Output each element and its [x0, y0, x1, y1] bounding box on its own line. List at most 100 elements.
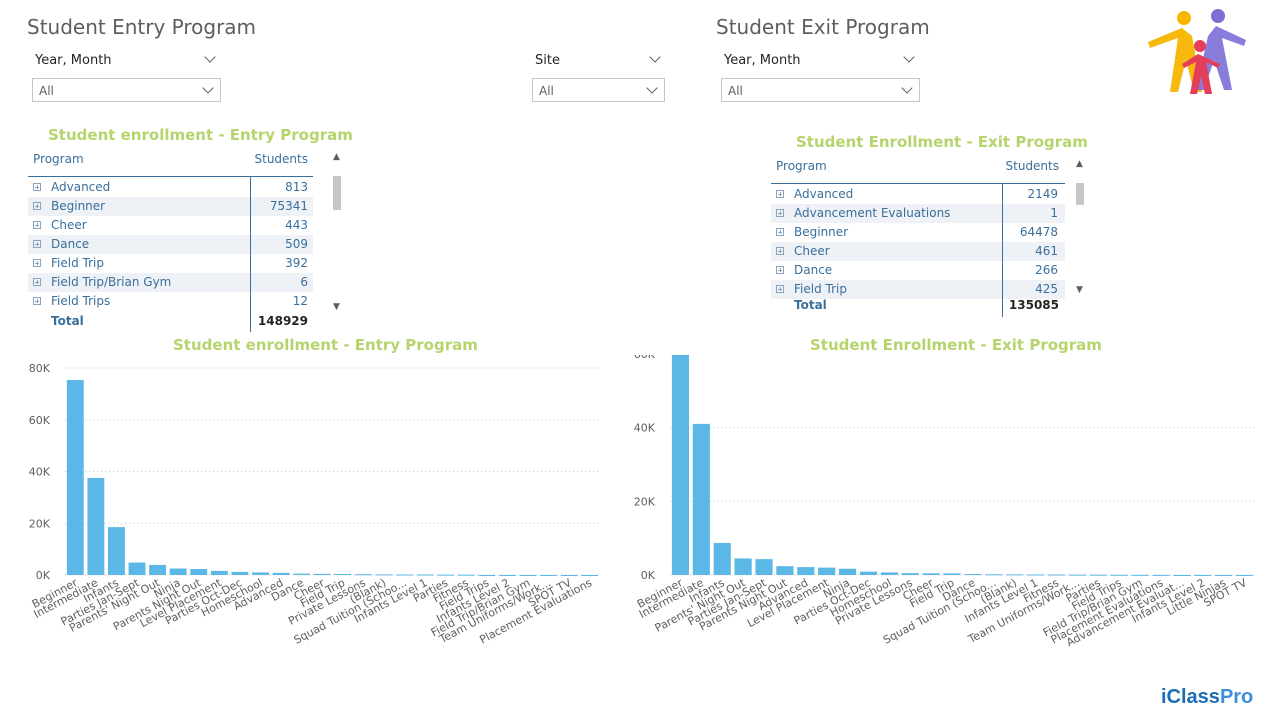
- bar[interactable]: [713, 542, 731, 575]
- bar[interactable]: [1047, 574, 1066, 576]
- bar[interactable]: [922, 573, 940, 575]
- bar[interactable]: [128, 562, 146, 575]
- table-row[interactable]: Field Trip 425: [771, 280, 1065, 299]
- bar[interactable]: [169, 568, 187, 575]
- bar[interactable]: [964, 574, 982, 576]
- bar[interactable]: [437, 574, 455, 576]
- scroll-up-icon[interactable]: ▲: [1076, 159, 1083, 169]
- bar[interactable]: [776, 566, 794, 575]
- scroll-down-icon[interactable]: ▼: [1076, 285, 1083, 295]
- bar[interactable]: [692, 423, 710, 575]
- table-row[interactable]: Field Trip/Brian Gym 6: [28, 273, 313, 292]
- bar[interactable]: [880, 572, 898, 575]
- bar[interactable]: [1027, 574, 1045, 576]
- bar[interactable]: [293, 573, 311, 575]
- bar[interactable]: [396, 574, 413, 576]
- bar[interactable]: [859, 571, 878, 575]
- scroll-up-icon[interactable]: ▲: [333, 152, 340, 162]
- bar[interactable]: [540, 574, 557, 576]
- bar[interactable]: [985, 574, 1003, 576]
- expand-icon[interactable]: [776, 228, 784, 236]
- year-month-slicer-collapse-icon[interactable]: [204, 51, 216, 63]
- bar[interactable]: [334, 573, 352, 575]
- bar[interactable]: [1173, 574, 1191, 576]
- bar[interactable]: [839, 568, 857, 575]
- bar[interactable]: [901, 573, 919, 575]
- bar[interactable]: [375, 574, 393, 576]
- bar[interactable]: [671, 355, 690, 575]
- bar[interactable]: [272, 572, 290, 575]
- expand-icon[interactable]: [776, 209, 784, 217]
- expand-icon[interactable]: [776, 285, 784, 293]
- exit-table-scrollbar[interactable]: ▲ ▼: [1075, 159, 1085, 301]
- bar[interactable]: [1235, 574, 1254, 576]
- expand-icon[interactable]: [33, 259, 41, 267]
- table-row[interactable]: Advancement Evaluations 1: [771, 204, 1065, 223]
- bar[interactable]: [818, 567, 836, 575]
- expand-icon[interactable]: [33, 297, 41, 305]
- exit-year-month-dropdown[interactable]: All: [721, 78, 920, 102]
- scroll-thumb[interactable]: [1076, 183, 1084, 205]
- bar[interactable]: [734, 558, 752, 575]
- scroll-thumb[interactable]: [333, 176, 341, 210]
- expand-icon[interactable]: [33, 240, 41, 248]
- bar[interactable]: [354, 574, 372, 576]
- program-column-header[interactable]: Program: [33, 152, 84, 166]
- expand-icon[interactable]: [33, 221, 41, 229]
- exit-year-month-slicer-collapse-icon[interactable]: [903, 51, 915, 63]
- table-row[interactable]: Advanced 813: [28, 178, 313, 197]
- bar[interactable]: [231, 571, 249, 575]
- site-slicer-collapse-icon[interactable]: [649, 51, 661, 63]
- expand-icon[interactable]: [33, 202, 41, 210]
- table-row[interactable]: Cheer 461: [771, 242, 1065, 261]
- bar[interactable]: [1131, 574, 1149, 576]
- bar[interactable]: [457, 574, 475, 576]
- bar[interactable]: [1152, 574, 1170, 576]
- entry-table-scrollbar[interactable]: ▲ ▼: [332, 152, 342, 318]
- bar[interactable]: [190, 569, 208, 575]
- bar[interactable]: [478, 574, 496, 576]
- bar[interactable]: [1006, 574, 1024, 576]
- bar[interactable]: [1068, 574, 1086, 576]
- bar[interactable]: [519, 574, 537, 576]
- expand-icon[interactable]: [776, 247, 784, 255]
- entry-program-table[interactable]: Program Students Advanced 813 Beginner 753…: [28, 150, 318, 332]
- bar[interactable]: [210, 570, 228, 575]
- bar[interactable]: [560, 574, 578, 576]
- bar[interactable]: [1215, 574, 1233, 576]
- scroll-down-icon[interactable]: ▼: [333, 302, 340, 312]
- bar[interactable]: [252, 572, 269, 575]
- bar[interactable]: [1194, 574, 1212, 576]
- bar[interactable]: [108, 527, 125, 575]
- bar[interactable]: [943, 573, 961, 575]
- bar[interactable]: [1089, 574, 1107, 576]
- table-row[interactable]: Beginner 64478: [771, 223, 1065, 242]
- table-row[interactable]: Advanced 2149: [771, 185, 1065, 204]
- students-column-header[interactable]: Students: [254, 152, 309, 166]
- expand-icon[interactable]: [776, 266, 784, 274]
- table-row[interactable]: Dance 266: [771, 261, 1065, 280]
- bar[interactable]: [66, 380, 84, 575]
- bar[interactable]: [581, 574, 599, 576]
- exit-program-table[interactable]: Program Students Advanced 2149 Advancemen…: [771, 157, 1067, 317]
- table-row[interactable]: Cheer 443: [28, 216, 313, 235]
- table-row[interactable]: Field Trips 12: [28, 292, 313, 311]
- site-dropdown[interactable]: All: [532, 78, 665, 102]
- bar[interactable]: [1110, 574, 1128, 576]
- year-month-dropdown[interactable]: All: [32, 78, 221, 102]
- bar[interactable]: [149, 564, 167, 575]
- bar[interactable]: [313, 573, 331, 575]
- bar[interactable]: [416, 574, 434, 576]
- program-column-header[interactable]: Program: [776, 159, 827, 173]
- table-row[interactable]: Beginner 75341: [28, 197, 313, 216]
- bar[interactable]: [87, 477, 105, 575]
- expand-icon[interactable]: [33, 183, 41, 191]
- bar[interactable]: [498, 574, 516, 576]
- table-row[interactable]: Dance 509: [28, 235, 313, 254]
- bar[interactable]: [755, 559, 773, 575]
- expand-icon[interactable]: [776, 190, 784, 198]
- expand-icon[interactable]: [33, 278, 41, 286]
- table-row[interactable]: Field Trip 392: [28, 254, 313, 273]
- bar[interactable]: [797, 567, 815, 575]
- students-column-header[interactable]: Students: [1005, 159, 1060, 173]
